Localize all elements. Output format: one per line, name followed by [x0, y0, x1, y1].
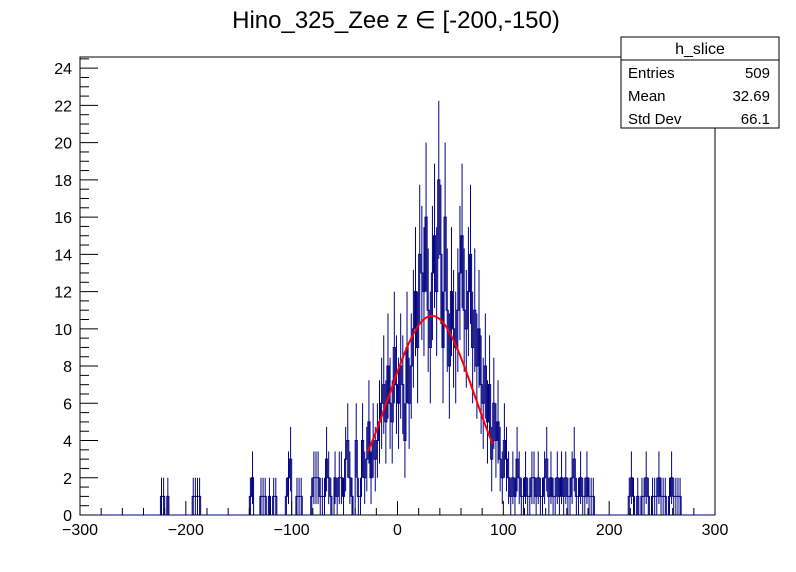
y-tick-label: 20 — [54, 136, 72, 153]
chart-title: Hino_325_Zee z ∈ [-200,-150) — [232, 7, 560, 34]
histogram-outline — [80, 179, 715, 516]
y-tick-label: 6 — [63, 396, 72, 413]
y-tick-label: 10 — [54, 322, 72, 339]
histogram-error-bars — [160, 100, 681, 515]
y-tick-label: 4 — [63, 434, 72, 451]
stats-mean-value: 32.69 — [732, 88, 770, 105]
x-tick-label: 200 — [596, 522, 623, 539]
plot-frame — [79, 56, 716, 516]
x-tick-label: −300 — [62, 522, 98, 539]
x-tick-label: 100 — [490, 522, 517, 539]
y-tick-label: 8 — [63, 359, 72, 376]
stats-entries-value: 509 — [745, 65, 770, 82]
stats-mean-label: Mean — [628, 88, 666, 105]
x-tick-label: 0 — [393, 522, 402, 539]
y-tick-label: 18 — [54, 173, 72, 190]
y-tick-label: 24 — [54, 61, 72, 78]
stats-box-frame — [620, 36, 780, 129]
stats-box: h_slice Entries 509 Mean 32.69 Std Dev 6… — [620, 36, 780, 129]
y-tick-label: 22 — [54, 98, 72, 115]
y-tick-label: 16 — [54, 210, 72, 227]
x-tick-label: −200 — [168, 522, 204, 539]
y-tick-label: 2 — [63, 471, 72, 488]
gaussian-fit-curve — [366, 314, 494, 452]
y-tick-label: 12 — [54, 285, 72, 302]
stats-stddev-value: 66.1 — [741, 111, 770, 128]
y-tick-label: 0 — [63, 508, 72, 525]
stats-stddev-label: Std Dev — [628, 111, 682, 128]
x-axis: −300 −200 −100 0 100 200 300 — [62, 501, 728, 539]
x-tick-label: 300 — [702, 522, 729, 539]
stats-box-title: h_slice — [675, 41, 725, 58]
x-tick-label: −100 — [274, 522, 310, 539]
stats-entries-label: Entries — [628, 65, 675, 82]
y-tick-label: 14 — [54, 247, 72, 264]
